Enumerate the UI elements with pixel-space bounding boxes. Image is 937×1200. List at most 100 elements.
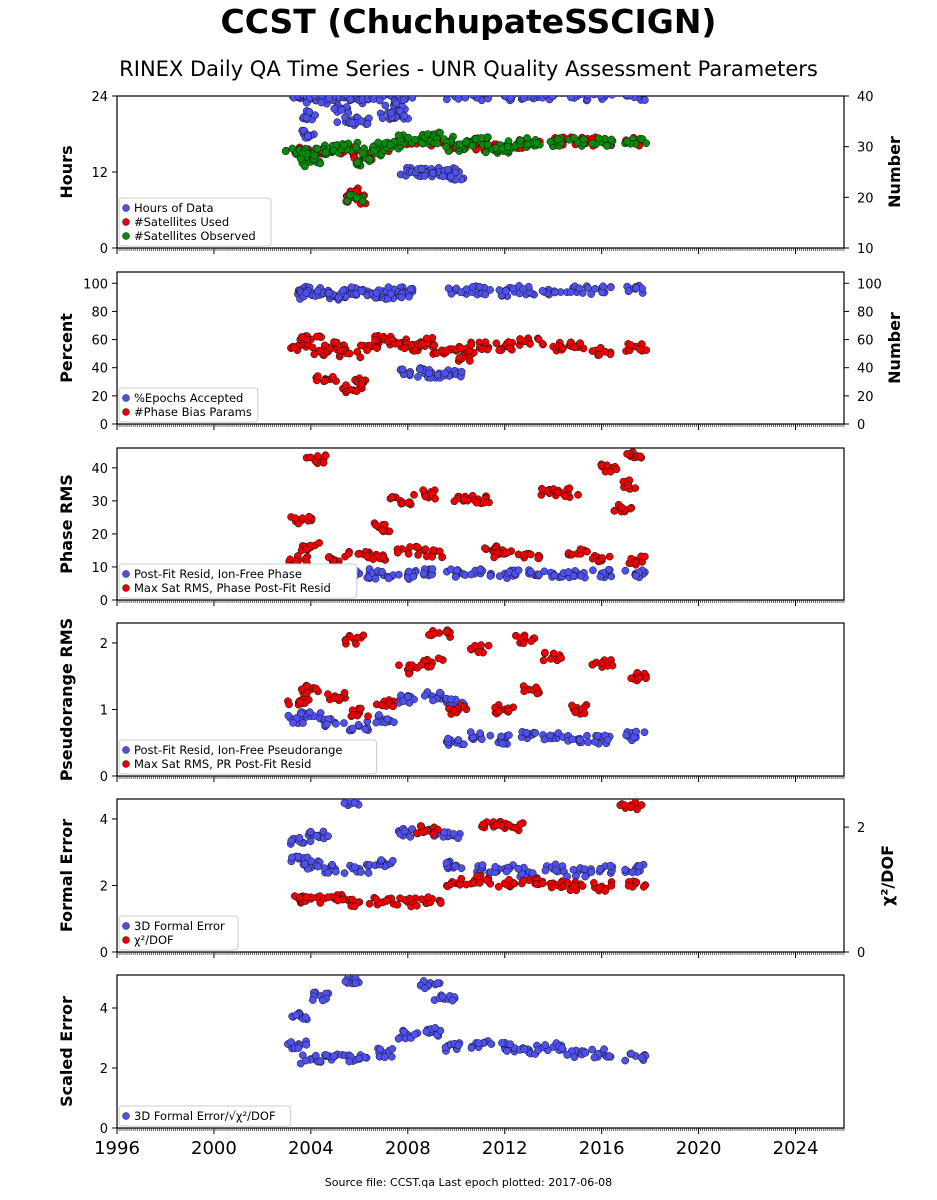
source-footer: Source file: CCST.qa Last epoch plotted:… [324, 1176, 613, 1189]
data-point [365, 155, 374, 164]
data-point [541, 1041, 550, 1049]
data-point [605, 552, 614, 561]
data-point [346, 96, 355, 104]
data-point [429, 696, 437, 705]
data-point [410, 1030, 419, 1039]
data-point [569, 865, 578, 874]
data-point [362, 551, 371, 560]
data-point [491, 863, 500, 871]
data-point [498, 1039, 506, 1047]
data-point [378, 526, 387, 535]
data-point [621, 1056, 630, 1065]
data-point [287, 836, 296, 845]
data-point [421, 984, 429, 993]
legend-marker [122, 394, 130, 402]
data-point [387, 289, 395, 298]
data-point [575, 736, 584, 744]
data-point [447, 880, 455, 888]
data-point [442, 859, 451, 867]
data-point [313, 452, 322, 460]
data-point [375, 96, 384, 105]
data-point [632, 284, 641, 293]
data-point [595, 883, 604, 892]
data-point [400, 111, 409, 120]
data-point [305, 107, 314, 116]
data-point [320, 96, 325, 97]
data-point [428, 552, 437, 561]
x-tick-label: 2012 [482, 1138, 528, 1159]
y-axis-label: Percent [57, 313, 76, 383]
data-point [357, 286, 366, 295]
data-point [516, 335, 524, 343]
data-point [377, 856, 386, 864]
data-point [453, 566, 461, 575]
legend-label: #Satellites Used [134, 215, 229, 229]
data-point [623, 450, 631, 458]
data-point [307, 96, 312, 97]
data-point [442, 627, 451, 636]
data-point [303, 689, 311, 698]
data-point [575, 284, 584, 293]
data-point [324, 553, 333, 562]
data-point [588, 139, 597, 148]
data-point [454, 736, 463, 744]
data-point [372, 895, 380, 903]
data-point [405, 894, 414, 903]
data-point [397, 293, 406, 302]
data-point [335, 694, 343, 702]
data-point [392, 99, 401, 108]
y-tick-label: 12 [91, 166, 108, 181]
data-point [642, 139, 651, 148]
data-point [332, 338, 341, 347]
data-point [564, 568, 573, 576]
data-point [598, 554, 607, 562]
data-point [612, 465, 621, 474]
data-point [483, 876, 491, 885]
data-point [467, 1044, 476, 1052]
data-point [322, 1051, 330, 1059]
data-point [627, 674, 636, 683]
data-point [475, 282, 484, 291]
data-point [413, 901, 421, 910]
data-point [449, 706, 458, 715]
data-point [539, 656, 548, 665]
data-point [386, 109, 395, 117]
data-point [427, 662, 435, 671]
data-point [310, 350, 319, 359]
data-point [405, 292, 413, 301]
data-point [337, 106, 346, 114]
data-point [442, 346, 451, 355]
data-point [370, 146, 378, 155]
data-point [541, 648, 549, 657]
data-point [302, 1040, 311, 1049]
y2-tick-label: 40 [857, 90, 874, 105]
data-point [311, 111, 319, 120]
legend: Hours of Data#Satellites Used#Satellites… [118, 197, 272, 247]
data-point [305, 708, 314, 716]
data-point [522, 728, 531, 737]
data-point [542, 96, 550, 99]
data-point [325, 96, 333, 103]
data-point [588, 1045, 597, 1054]
data-point [364, 712, 372, 721]
data-point [393, 901, 402, 909]
data-point [621, 566, 630, 575]
data-point [439, 172, 447, 181]
data-point [563, 1051, 572, 1059]
data-point [578, 882, 587, 890]
data-point [568, 735, 577, 744]
data-point [583, 547, 591, 556]
data-point [428, 565, 437, 573]
data-point [538, 484, 546, 493]
data-point [479, 820, 487, 829]
data-point [342, 381, 350, 389]
data-point [553, 488, 562, 497]
data-point [314, 96, 319, 97]
data-point [468, 96, 476, 99]
data-point [576, 339, 584, 347]
plot-frame [116, 974, 845, 1129]
data-point [484, 641, 493, 650]
data-point [570, 882, 579, 890]
